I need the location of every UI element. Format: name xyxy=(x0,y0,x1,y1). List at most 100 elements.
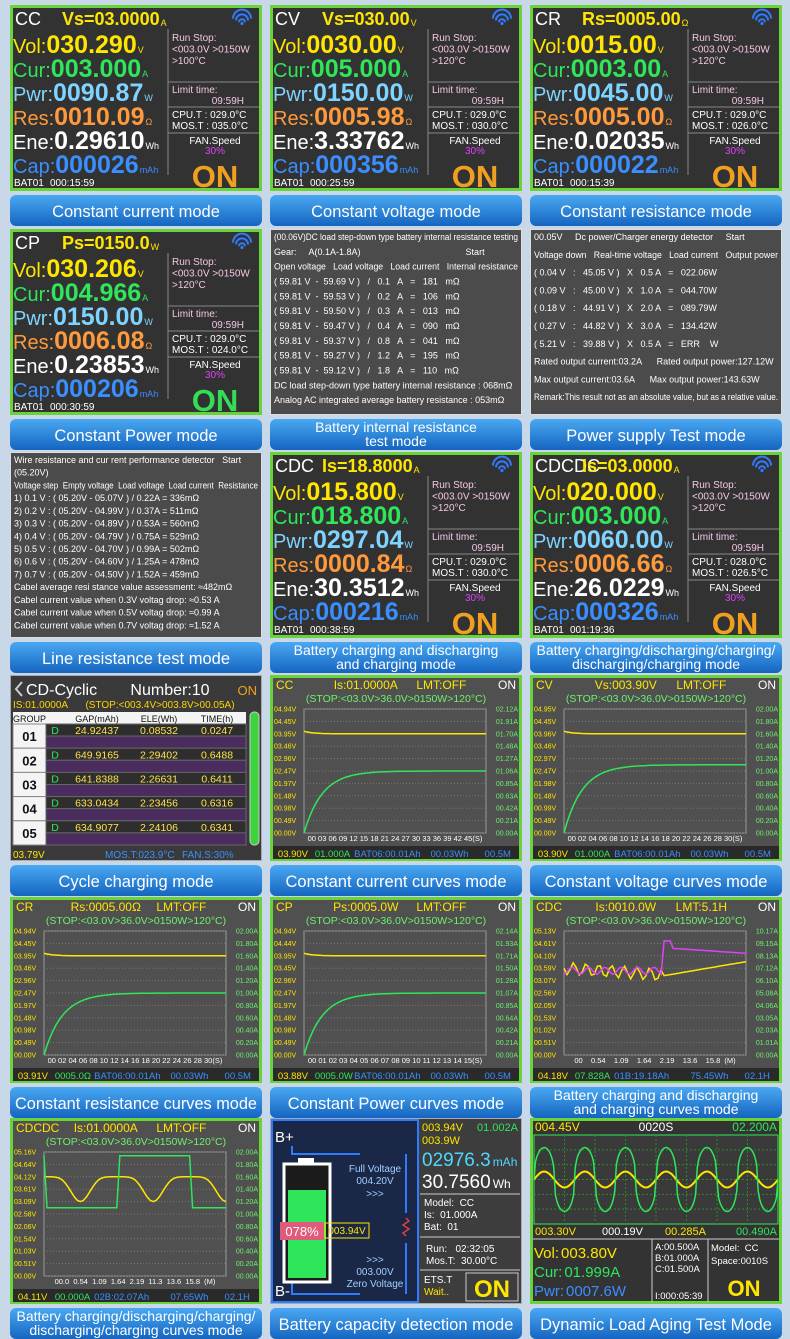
stop-condition: (STOP:<03.0V>36.0V>0150W>120°C) xyxy=(566,693,746,705)
step: B:01.000A xyxy=(655,1253,700,1264)
status-value: 00.03Wh xyxy=(170,1071,208,1082)
text-line: Open voltage Load voltage Load current I… xyxy=(274,262,518,272)
y-tick-label: 00.99V xyxy=(534,806,557,813)
y-tick-label: 04.12V xyxy=(14,1174,37,1181)
run-info: Mos.T: 30.00°C xyxy=(426,1256,497,1267)
y2-tick-label: 01.80A xyxy=(236,1162,259,1169)
y-tick-label: 02.06V xyxy=(14,1224,37,1231)
y2-tick-label: 01.20A xyxy=(236,1199,259,1206)
stop-condition: (STOP:<03.0V>36.0V>0150W>120°C) xyxy=(306,693,486,705)
reading-unit: W xyxy=(144,93,153,103)
limit-label: Limit time: xyxy=(172,309,218,320)
y-tick-label: 03.46V xyxy=(14,966,37,973)
reading-value: 30.3512 xyxy=(314,574,404,602)
y-tick-label: 02.47V xyxy=(14,991,37,998)
reading-label: Vol: xyxy=(13,36,46,58)
group-number: 01 xyxy=(22,729,36,744)
percent-box xyxy=(280,1222,324,1240)
battery-cap xyxy=(298,1158,314,1164)
reading-unit: mAh xyxy=(140,389,159,399)
status-value: 00.03Wh xyxy=(430,1071,468,1082)
voltage-curve xyxy=(303,730,486,735)
reading-unit: A xyxy=(662,516,668,526)
cell: 649.9165 xyxy=(75,749,119,761)
y2-tick-label: 01.00A xyxy=(236,991,259,998)
fan-speed: 30% xyxy=(465,593,485,604)
caption: Battery capacity detection mode xyxy=(279,1316,514,1334)
reading-unit: V xyxy=(398,492,404,502)
current-curve xyxy=(563,764,746,834)
caption: test mode xyxy=(365,433,427,449)
y-tick-label: 03.95V xyxy=(274,953,297,960)
y2-tick-label: 00.63A xyxy=(496,793,519,800)
zero-voltage: 003.00V xyxy=(356,1267,394,1278)
status-bar xyxy=(533,846,779,859)
reading-label: Cur: xyxy=(13,60,51,82)
y-tick-label: 03.59V xyxy=(534,966,557,973)
run-stop: Run Stop: xyxy=(692,480,736,491)
text-line: 4) 0.4 V : ( 05.20V - 04.79V ) / 0.75A =… xyxy=(14,531,199,541)
status-value: 75.45Wh xyxy=(690,1071,728,1082)
text-line: Cabel current value when 0.3V voltag dro… xyxy=(14,595,220,605)
mode: CV xyxy=(275,9,300,29)
current-curve xyxy=(303,992,486,1056)
fan-speed: 30% xyxy=(205,146,225,157)
reading-unit: A xyxy=(142,293,148,303)
info: Bat: 01 xyxy=(424,1222,459,1233)
y2-tick-label: 01.40A xyxy=(756,744,779,751)
reading-unit: mAh xyxy=(660,612,679,622)
info: Model: CC xyxy=(424,1198,474,1209)
reading-label: Pwr: xyxy=(13,308,53,330)
reading-label: Cur: xyxy=(533,60,571,82)
current-curve xyxy=(43,992,226,1056)
reading-label: Ene: xyxy=(273,132,314,154)
reading-label: Pwr: xyxy=(534,1283,564,1300)
y-tick-label: 02.47V xyxy=(534,769,557,776)
reading-label: Pwr: xyxy=(533,531,573,553)
mode-caption xyxy=(530,195,782,226)
arrows: >>> xyxy=(366,1255,384,1266)
reading-label: Cur: xyxy=(13,284,51,306)
reading-value: 004.966 xyxy=(51,279,141,307)
caption: Cycle charging mode xyxy=(59,873,214,891)
status-value: 00.5M xyxy=(225,1071,251,1082)
caption: Constant Power mode xyxy=(54,427,217,445)
y2-tick-label: 04.06A xyxy=(756,1003,779,1010)
y2-tick-label: 00.00A xyxy=(496,1053,519,1060)
y2-tick-label: 01.07A xyxy=(496,991,519,998)
y2-tick-label: 01.20A xyxy=(236,978,259,985)
wifi-icon xyxy=(755,460,769,468)
y2-tick-label: 00.80A xyxy=(236,1224,259,1231)
reading-label: Res: xyxy=(533,555,574,577)
temperature: CPU.T : 029.0°C xyxy=(172,110,246,121)
run-stop: <003.0V >0150W xyxy=(692,45,770,56)
x-tick-labels: 00 03 06 09 12 15 18 21 24 27 30 33 36 3… xyxy=(308,834,483,843)
battery-slot: BAT01 xyxy=(274,625,304,636)
row-band xyxy=(45,759,247,773)
status-value: 03.79V xyxy=(13,850,45,861)
reading-unit: mAh xyxy=(400,612,419,622)
reading-unit: Ω xyxy=(146,117,153,127)
step: C:01.500A xyxy=(655,1264,701,1275)
status-bar xyxy=(273,1068,519,1081)
reading-unit: W xyxy=(144,317,153,327)
reading-value: 003.000 xyxy=(571,502,661,530)
reading-value: 030.290 xyxy=(46,31,136,59)
wire xyxy=(291,1146,360,1295)
capacity-unit: mAh xyxy=(493,1155,518,1169)
y-tick-label: 02.47V xyxy=(274,991,297,998)
reading-unit: V xyxy=(658,45,664,55)
text-line: (05.20V) xyxy=(14,468,49,478)
y2-tick-label: 01.00A xyxy=(236,1212,259,1219)
limit-label: Limit time: xyxy=(692,85,738,96)
wifi-icon xyxy=(232,8,252,19)
reading-value: 000206 xyxy=(55,375,138,403)
cell: 2.24106 xyxy=(140,822,178,834)
mode-caption xyxy=(10,642,262,673)
y-tick-label: 03.09V xyxy=(14,1199,37,1206)
y2-tick-label: 01.20A xyxy=(756,756,779,763)
y-tick-label: 00.51V xyxy=(14,1261,37,1268)
y-tick-label: 02.96V xyxy=(14,978,37,985)
screen xyxy=(10,897,262,1083)
y-tick-label: 00.98V xyxy=(274,806,297,813)
